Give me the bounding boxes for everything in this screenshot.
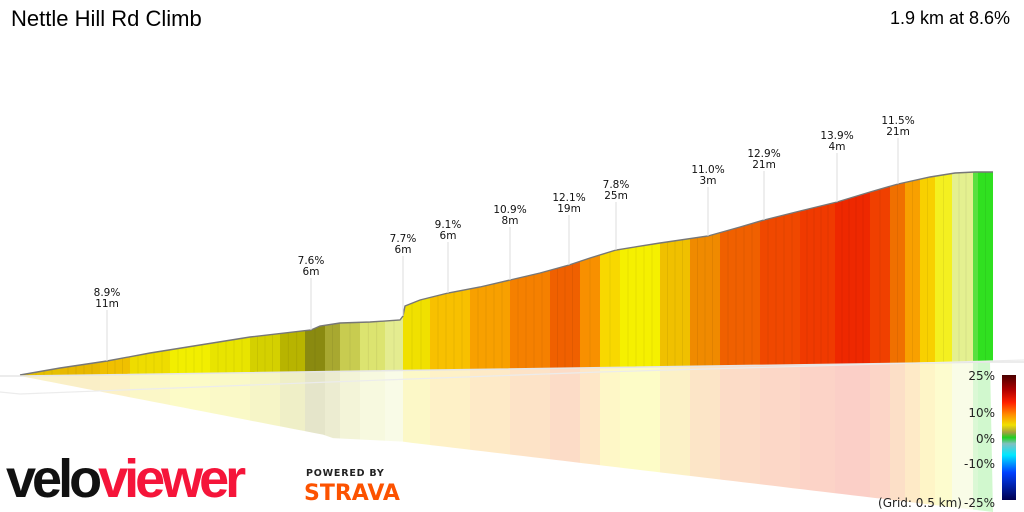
gradient-strips	[20, 172, 993, 376]
shadow-segment	[870, 362, 891, 512]
shadow-segment	[660, 362, 691, 512]
gradient-annotation: 7.8%25m	[603, 179, 630, 250]
shadow-segment	[620, 362, 661, 512]
annotation-gradient: 13.9%	[820, 130, 853, 142]
annotation-gradient: 12.1%	[552, 192, 585, 204]
shadow-segment	[430, 362, 471, 512]
annotation-gradient: 7.6%	[298, 255, 325, 267]
annotation-gradient: 9.1%	[435, 219, 462, 231]
gradient-segment	[510, 172, 551, 376]
gradient-segment	[800, 172, 836, 376]
gradient-segment	[720, 172, 761, 376]
color-scale-legend: 25% 10% 0% -10% -25% (Grid: 0.5 km)	[878, 369, 1016, 510]
annotation-length: 19m	[557, 203, 581, 215]
gradient-annotation: 7.7%6m	[390, 233, 417, 316]
shadow-segment	[250, 362, 281, 512]
ground-line	[0, 359, 1024, 395]
annotation-gradient: 11.0%	[691, 164, 724, 176]
annotation-length: 6m	[303, 266, 320, 278]
shadow-segment	[920, 362, 936, 512]
annotation-length: 21m	[886, 126, 910, 138]
gradient-segment	[130, 172, 171, 376]
gradient-segment	[905, 172, 921, 376]
legend-label-10: 10%	[968, 406, 995, 420]
annotation-gradient: 10.9%	[493, 204, 526, 216]
gradient-segment	[890, 172, 906, 376]
page-title: Nettle Hill Rd Climb	[11, 6, 202, 31]
gradient-annotation: 12.9%21m	[747, 148, 781, 220]
annotation-gradient: 7.8%	[603, 179, 630, 191]
annotation-length: 21m	[752, 159, 776, 171]
shadow-segment	[550, 362, 581, 512]
climb-summary: 1.9 km at 8.6%	[889, 8, 1010, 28]
annotation-length: 11m	[95, 298, 119, 310]
gradient-segment	[870, 172, 891, 376]
gradient-segment	[920, 172, 936, 376]
shadow-segment	[973, 362, 979, 512]
gradient-annotation: 9.1%6m	[435, 219, 462, 293]
powered-by-label: POWERED BY	[306, 468, 385, 479]
gradient-annotation: 11.0%3m	[691, 164, 725, 236]
shadow-segment	[760, 362, 801, 512]
shadow-segment	[935, 362, 953, 512]
annotation-length: 6m	[395, 244, 412, 256]
shadow-segment	[890, 362, 906, 512]
gradient-annotation: 7.6%6m	[298, 255, 325, 330]
shadow-segment	[280, 362, 306, 512]
legend-label-neg25: -25%	[964, 496, 995, 510]
shadow-segment	[978, 362, 993, 512]
annotation-gradient: 8.9%	[94, 287, 121, 299]
grid-note: (Grid: 0.5 km)	[878, 496, 962, 510]
gradient-segment	[170, 172, 211, 376]
annotation-length: 8m	[502, 215, 519, 227]
gradient-segment	[952, 172, 974, 376]
gradient-segment	[20, 172, 61, 376]
gradient-annotation: 13.9%4m	[820, 130, 854, 202]
gradient-annotation: 10.9%8m	[493, 204, 527, 280]
shadow-segment	[580, 362, 601, 512]
shadow-segment	[690, 362, 721, 512]
shadow-segment	[720, 362, 761, 512]
annotation-length: 4m	[829, 141, 846, 153]
annotation-gradient: 7.7%	[390, 233, 417, 245]
shadow-segment	[470, 362, 511, 512]
legend-label-neg10: -10%	[964, 457, 995, 471]
legend-label-0: 0%	[976, 432, 995, 446]
shadow-segment	[800, 362, 836, 512]
strava-logo[interactable]: STRAVA	[304, 481, 400, 506]
logo-viewer: viewer	[98, 449, 246, 509]
gradient-annotations: 8.9%11m7.6%6m7.7%6m9.1%6m10.9%8m12.1%19m…	[94, 115, 915, 361]
shadow-segment	[952, 362, 974, 512]
shadow-segment	[835, 362, 871, 512]
annotation-length: 3m	[700, 175, 717, 187]
annotation-length: 6m	[440, 230, 457, 242]
gradient-segment	[973, 172, 979, 376]
gradient-segment	[360, 172, 386, 376]
gradient-annotation: 8.9%11m	[94, 287, 121, 361]
gradient-segment	[100, 172, 131, 376]
gradient-segment	[403, 172, 431, 376]
gradient-segment	[60, 172, 101, 376]
gradient-segment	[210, 172, 251, 376]
color-scale-bar	[1002, 375, 1016, 500]
annotation-gradient: 12.9%	[747, 148, 780, 160]
annotation-length: 25m	[604, 190, 628, 202]
gradient-segment	[935, 172, 953, 376]
gradient-annotation: 11.5%21m	[881, 115, 915, 184]
gradient-segment	[430, 172, 471, 376]
shadow-segment	[905, 362, 921, 512]
gradient-segment	[760, 172, 801, 376]
shadow-segment	[600, 362, 621, 512]
baseline	[0, 361, 1024, 377]
veloviewer-logo[interactable]: veloviewer	[6, 449, 246, 509]
legend-label-25: 25%	[968, 369, 995, 383]
gradient-segment	[978, 172, 993, 376]
shadow-segment	[403, 362, 431, 512]
gradient-segment	[470, 172, 511, 376]
gradient-segment	[835, 172, 871, 376]
gradient-annotation: 12.1%19m	[552, 192, 586, 265]
logo-velo: velo	[6, 449, 102, 509]
annotation-gradient: 11.5%	[881, 115, 914, 127]
